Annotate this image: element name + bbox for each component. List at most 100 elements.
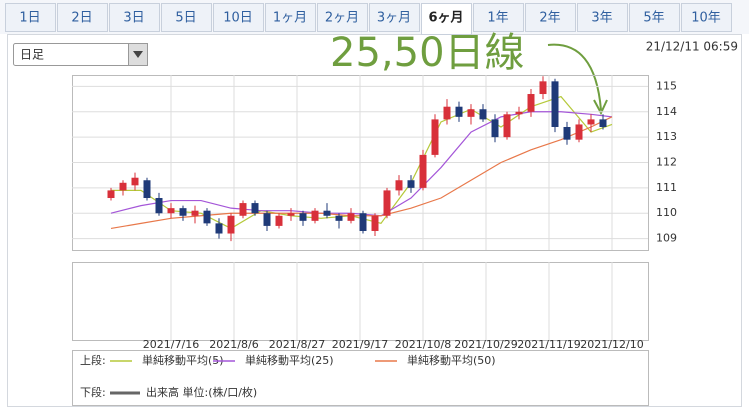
tab-label: 6ヶ月 xyxy=(428,11,463,26)
candle-body xyxy=(599,119,607,127)
legend-box xyxy=(72,350,649,406)
legend-entry: 単純移動平均(5) xyxy=(142,353,224,367)
annotation: 25,50日線 xyxy=(330,30,525,76)
legend-entry: 単純移動平均(25) xyxy=(245,353,334,367)
candle-body xyxy=(107,190,115,199)
y-tick-label: 115 xyxy=(656,79,677,92)
tab-label: 10年 xyxy=(691,11,721,26)
tab-label: 1日 xyxy=(19,11,40,26)
timestamp: 21/12/11 06:59 xyxy=(646,40,738,54)
y-tick-label: 109 xyxy=(656,232,677,245)
dropdown-arrow xyxy=(133,51,143,58)
candle-body xyxy=(443,106,451,120)
candle-body xyxy=(455,106,463,117)
x-tick-label: 2021/11/19 xyxy=(517,338,580,351)
tab[interactable] xyxy=(681,3,732,32)
candle-body xyxy=(587,119,595,125)
candle-body xyxy=(191,210,199,216)
candle-body xyxy=(299,213,307,221)
candle-body xyxy=(311,210,319,221)
tab[interactable] xyxy=(57,3,108,32)
tab[interactable] xyxy=(317,3,368,32)
y-tick-label: 112 xyxy=(656,156,677,169)
tab[interactable] xyxy=(473,3,524,32)
candle-body xyxy=(263,213,271,226)
x-tick-label: 2021/10/8 xyxy=(395,338,451,351)
candle-body xyxy=(215,223,223,234)
candle-body xyxy=(167,208,175,214)
tab-label: 10日 xyxy=(223,11,253,26)
moving-average-line xyxy=(110,111,613,217)
candle-body xyxy=(335,215,343,221)
candle-body xyxy=(179,208,187,216)
candle-body xyxy=(359,213,367,231)
candle-body xyxy=(323,210,331,216)
y-tick-label: 111 xyxy=(656,181,677,194)
candle-body xyxy=(491,119,499,138)
candle-body xyxy=(239,203,247,216)
candle-body xyxy=(371,215,379,231)
candle-body xyxy=(275,215,283,226)
tab-label: 1ヶ月 xyxy=(273,11,307,26)
candle-body xyxy=(155,198,163,214)
x-tick-label: 2021/8/27 xyxy=(269,338,325,351)
tab[interactable] xyxy=(5,3,56,32)
candle-body xyxy=(575,124,583,140)
y-tick-label: 113 xyxy=(656,130,677,143)
candle-body xyxy=(467,109,475,117)
annotation-arrowhead xyxy=(593,99,608,116)
dropdown-label: 日足 xyxy=(20,48,44,62)
annotation-arrow xyxy=(547,43,602,111)
tab[interactable] xyxy=(525,3,576,32)
candle-body xyxy=(419,154,427,188)
tab[interactable] xyxy=(577,3,628,32)
tab-label: 3年 xyxy=(591,11,612,26)
candle-body xyxy=(479,109,487,120)
candle-body xyxy=(383,190,391,216)
x-tick-label: 2021/9/17 xyxy=(332,338,388,351)
legend-entry: 単純移動平均(50) xyxy=(407,353,496,367)
tab[interactable] xyxy=(109,3,160,32)
tab-label: 5年 xyxy=(643,11,664,26)
tab[interactable] xyxy=(161,3,212,32)
candle-body xyxy=(563,126,571,140)
candle-body xyxy=(431,119,439,155)
tab-label: 2日 xyxy=(71,11,92,26)
tab-label: 2ヶ月 xyxy=(325,11,359,26)
candle-body xyxy=(143,180,151,199)
candle-body xyxy=(251,203,259,214)
candle-body xyxy=(203,210,211,224)
tab[interactable] xyxy=(369,3,420,32)
candle-body xyxy=(551,81,559,127)
y-tick-label: 114 xyxy=(656,105,677,118)
tab-label: 5日 xyxy=(175,11,196,26)
legend-lower-label: 下段: xyxy=(80,385,106,399)
candle-body xyxy=(539,81,547,95)
candle-body xyxy=(527,94,535,112)
tab-label: 1年 xyxy=(487,11,508,26)
x-tick-label: 2021/10/29 xyxy=(454,338,517,351)
candle-body xyxy=(131,177,139,186)
tab[interactable] xyxy=(213,3,264,32)
x-tick-label: 2021/12/10 xyxy=(580,338,643,351)
candle-body xyxy=(287,213,295,216)
x-tick-label: 2021/8/6 xyxy=(209,338,258,351)
tab-label: 3日 xyxy=(123,11,144,26)
candle-body xyxy=(395,180,403,191)
legend-volume: 出来高 単位:(株/口/枚) xyxy=(146,385,257,399)
tab-label: 3ヶ月 xyxy=(377,11,411,26)
candle-body xyxy=(515,111,523,115)
y-tick-label: 110 xyxy=(656,206,677,219)
tab-label: 2年 xyxy=(539,11,560,26)
tab[interactable] xyxy=(265,3,316,32)
x-tick-label: 2021/7/16 xyxy=(143,338,199,351)
candle-body xyxy=(407,180,415,188)
candle-body xyxy=(119,182,127,191)
candle-body xyxy=(503,114,511,138)
candle-body xyxy=(347,213,355,221)
tab[interactable] xyxy=(421,3,472,35)
candle-body xyxy=(227,215,235,234)
legend-upper-label: 上段: xyxy=(80,353,106,367)
tab[interactable] xyxy=(629,3,680,32)
